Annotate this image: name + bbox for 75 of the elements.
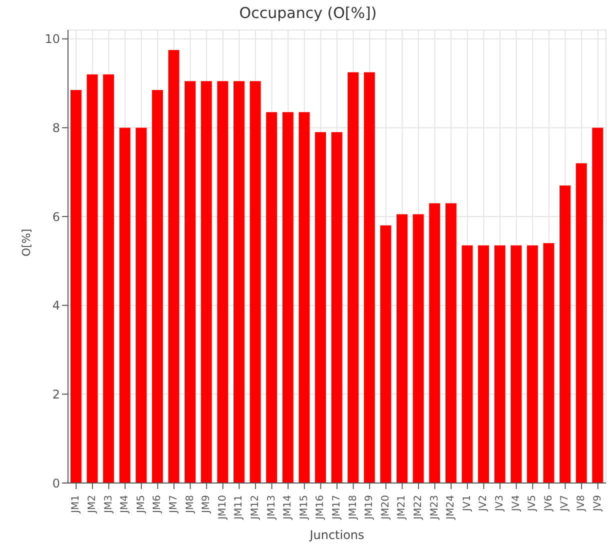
x-tick-label: JV8 — [576, 495, 588, 512]
x-tick-label: JM8 — [184, 495, 196, 514]
x-tick-label: JM12 — [250, 495, 261, 520]
bar — [526, 245, 538, 483]
x-tick-label: JV5 — [527, 495, 538, 512]
bar — [478, 245, 490, 483]
x-tick-label: JM22 — [413, 495, 424, 520]
bar — [103, 74, 114, 483]
x-tick-label: JM20 — [380, 495, 392, 520]
chart-title: Occupancy (O[%]) — [238, 4, 378, 24]
bar — [364, 72, 375, 483]
x-tick-label: JM16 — [315, 495, 326, 520]
bar — [560, 185, 571, 483]
y-tick-label: 4 — [52, 298, 60, 313]
bar — [592, 128, 604, 483]
x-tick-label: JM13 — [266, 495, 278, 520]
x-tick-label: JV7 — [560, 495, 571, 512]
x-tick-label: JM24 — [446, 495, 457, 520]
x-tick-label: JM14 — [282, 495, 294, 520]
bar — [136, 128, 147, 483]
x-tick-label: JM15 — [298, 495, 310, 520]
x-tick-label: JV1 — [462, 495, 473, 512]
x-tick-label: JM23 — [429, 495, 440, 520]
bar — [152, 90, 163, 483]
bar — [70, 90, 82, 483]
x-tick-label: JM4 — [120, 495, 131, 514]
bar — [462, 245, 473, 483]
bar — [380, 225, 392, 483]
bar — [348, 72, 359, 483]
x-tick-label: JM17 — [332, 495, 342, 520]
bar — [576, 163, 587, 483]
bar — [266, 112, 278, 483]
bar — [445, 203, 456, 483]
x-tick-label: JV2 — [478, 495, 490, 512]
y-tick-label: 6 — [52, 210, 60, 224]
bar — [396, 214, 408, 483]
x-tick-label: JV6 — [543, 495, 554, 512]
bar — [282, 112, 294, 483]
bar — [543, 243, 554, 483]
y-tick-label: 2 — [52, 387, 60, 402]
y-tick-label: 10 — [44, 32, 60, 46]
x-tick-label: JM5 — [136, 495, 147, 514]
x-tick-label: JM11 — [234, 495, 245, 520]
x-tick-label: JM21 — [396, 495, 408, 520]
bar — [510, 245, 522, 483]
bar — [412, 214, 424, 483]
x-tick-label: JM6 — [152, 495, 164, 514]
x-tick-label: JV3 — [494, 495, 506, 512]
bar — [429, 203, 440, 483]
x-tick-label: JM18 — [348, 495, 359, 520]
x-tick-label: JM3 — [103, 495, 114, 514]
bar — [168, 50, 180, 483]
x-tick-label: JM9 — [201, 495, 212, 514]
bar — [494, 245, 506, 483]
bar — [217, 81, 228, 483]
bar — [250, 81, 261, 483]
bar — [233, 81, 244, 483]
x-tick-label: JM2 — [86, 495, 98, 514]
bar — [184, 81, 196, 483]
x-tick-label: JM1 — [70, 495, 82, 514]
y-tick-label: 8 — [52, 120, 60, 135]
bar — [200, 81, 212, 483]
x-axis-title: Junctions — [308, 528, 364, 542]
y-tick-label: 0 — [52, 476, 60, 490]
x-tick-label: JM10 — [217, 495, 228, 520]
x-tick-label: JV9 — [592, 495, 604, 512]
bar — [331, 132, 342, 483]
bar — [86, 74, 98, 483]
bar — [119, 128, 130, 483]
bar — [314, 132, 326, 483]
x-tick-label: JM19 — [364, 495, 376, 520]
y-axis-title: O[%] — [20, 228, 33, 256]
x-tick-label: JM7 — [168, 495, 180, 514]
bar — [298, 112, 310, 483]
x-tick-label: JV4 — [510, 495, 522, 512]
